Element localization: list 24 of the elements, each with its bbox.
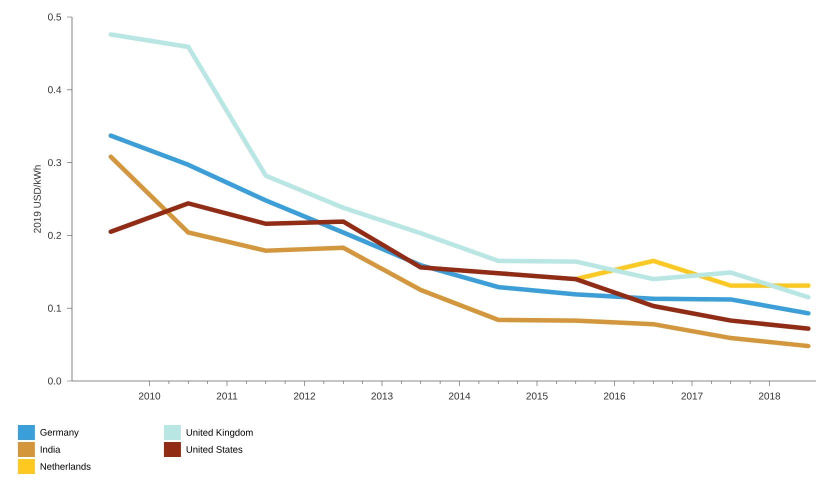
x-tick-label: 2013 (371, 392, 393, 400)
y-tick-label: 0.4 (48, 86, 62, 94)
x-tick-label: 2012 (294, 392, 316, 400)
x-tick-label: 2017 (681, 392, 703, 400)
legend-label: United Kingdom (186, 428, 253, 438)
legend-label: United States (186, 446, 242, 453)
x-tick-label: 2014 (448, 392, 470, 400)
y-tick-label: 0.2 (48, 232, 62, 239)
line-series (108, 201, 811, 331)
line-series (108, 32, 811, 300)
x-tick-label: 2016 (604, 392, 626, 400)
legend-label: Netherlands (40, 462, 91, 470)
legend-label: India (40, 446, 60, 453)
legend-label: Germany (40, 429, 79, 438)
y-tick-label: 0.0 (48, 377, 62, 385)
x-tick-label: 2011 (216, 392, 238, 400)
y-axis-title: 2019 USD/kWh (33, 165, 41, 233)
y-tick-label: 0.3 (48, 159, 62, 166)
x-tick-label: 2010 (138, 392, 160, 400)
x-tick-label: 2015 (526, 392, 548, 400)
y-tick-label: 0.1 (48, 304, 62, 312)
x-tick-label: 2018 (758, 392, 780, 400)
y-tick-label: 0.5 (48, 13, 62, 21)
line-series (108, 154, 811, 348)
